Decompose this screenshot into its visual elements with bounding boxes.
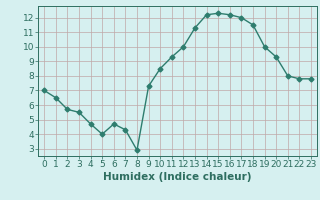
X-axis label: Humidex (Indice chaleur): Humidex (Indice chaleur) xyxy=(103,172,252,182)
